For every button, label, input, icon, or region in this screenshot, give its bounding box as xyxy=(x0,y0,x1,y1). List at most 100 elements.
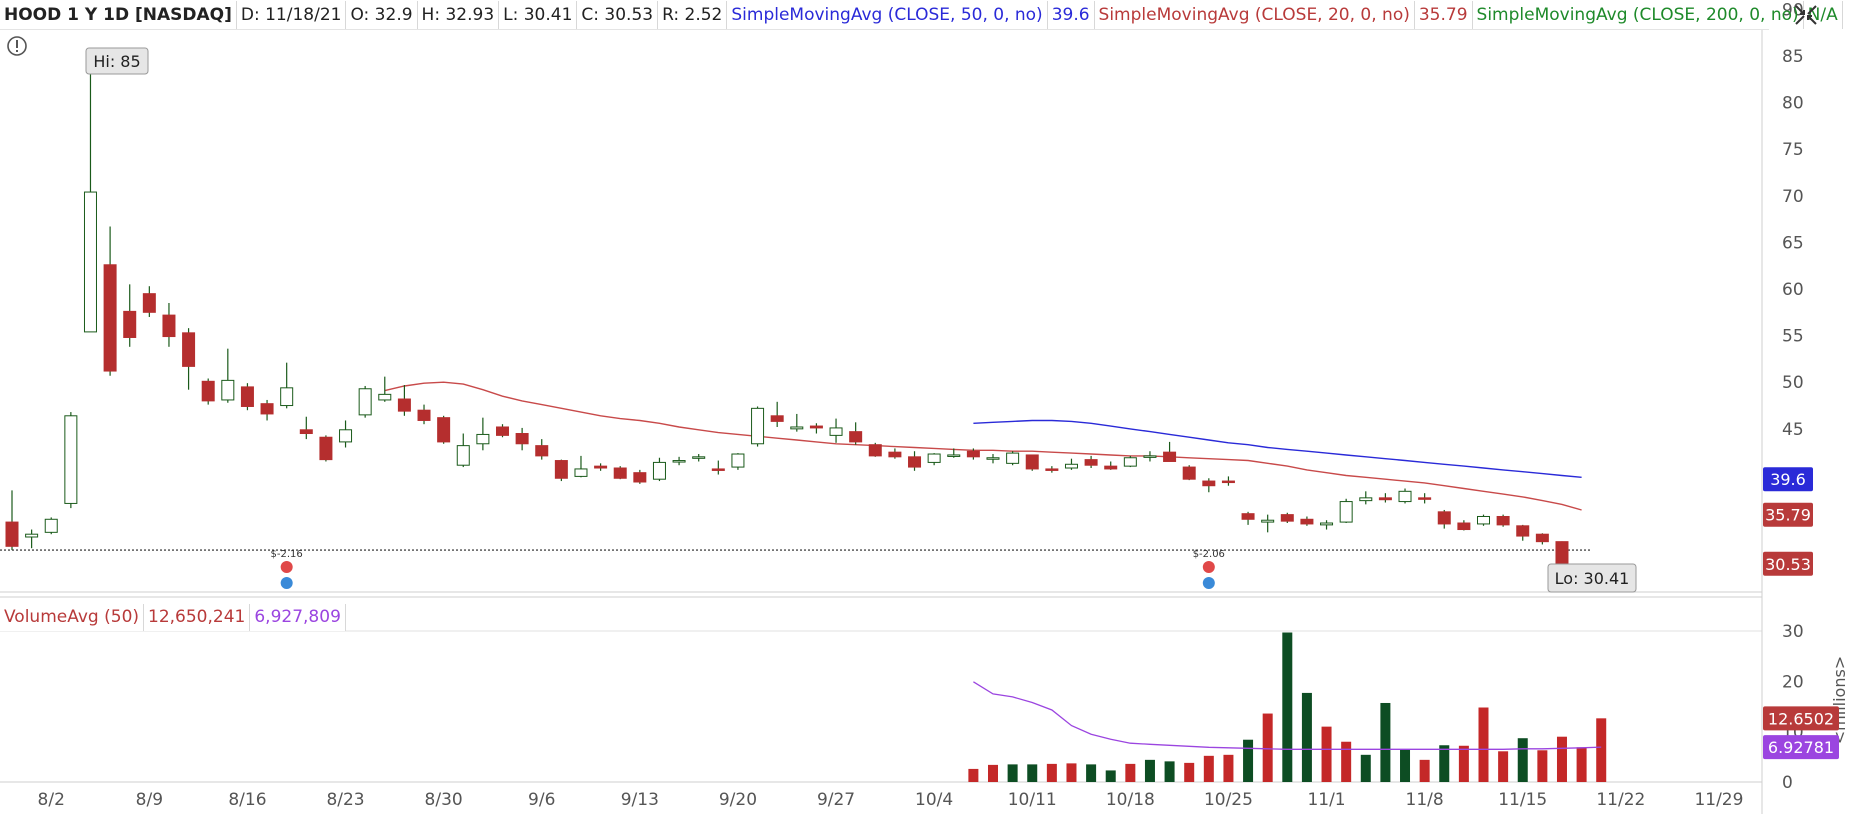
candle-body xyxy=(83,191,97,333)
x-tick-label: 10/25 xyxy=(1204,790,1253,810)
candle-body xyxy=(5,521,19,547)
volume-bar xyxy=(968,768,979,782)
candle-body xyxy=(221,379,235,401)
volume-bar xyxy=(1596,718,1607,782)
candle-body xyxy=(280,387,294,407)
candle-body xyxy=(319,436,333,461)
candle-body xyxy=(652,461,666,480)
candle-body xyxy=(966,450,980,458)
x-tick-label: 10/11 xyxy=(1008,790,1057,810)
last-price-tag: 30.53 xyxy=(1765,555,1811,574)
volume-bar xyxy=(1400,749,1411,782)
volume-bar xyxy=(1282,632,1293,782)
volume-bar xyxy=(1576,747,1587,782)
volume-bar xyxy=(1066,763,1077,782)
volume-bar xyxy=(1478,707,1489,782)
candle-body xyxy=(535,445,549,457)
volume-bar xyxy=(1341,741,1352,782)
sma20-study-value: 35.79 xyxy=(1415,0,1473,29)
candle-body xyxy=(1261,519,1275,523)
candle-body xyxy=(44,518,58,533)
volume-bar xyxy=(1556,736,1567,782)
candle-body xyxy=(790,426,804,430)
x-tick-label: 10/4 xyxy=(915,790,953,810)
candle-body xyxy=(829,427,843,436)
earnings-report-icon xyxy=(1202,577,1215,589)
price-tick-label: 45 xyxy=(1782,420,1804,440)
candle-body xyxy=(888,451,902,458)
chart-header: HOOD 1 Y 1D [NASDAQ] D: 11/18/21 O: 32.9… xyxy=(0,0,1843,30)
volume-bar xyxy=(1086,764,1097,782)
candle-body xyxy=(201,380,215,402)
x-tick-label: 8/30 xyxy=(425,790,463,810)
candle-body xyxy=(1163,451,1177,462)
candle-body xyxy=(849,431,863,443)
sma20-price-tag: 35.79 xyxy=(1765,506,1811,525)
sma50-study-label[interactable]: SimpleMovingAvg (CLOSE, 50, 0, no) xyxy=(727,0,1048,29)
x-tick-label: 8/9 xyxy=(136,790,163,810)
candle-body xyxy=(123,310,137,338)
candle-body xyxy=(1516,525,1530,537)
price-tick-label: 50 xyxy=(1782,373,1804,393)
lo-callout-label: Lo: 30.41 xyxy=(1555,569,1630,588)
candle-body xyxy=(378,393,392,401)
volume-axis-label: <millions> xyxy=(1830,656,1849,744)
earnings-value-label: $-2.16 xyxy=(271,549,303,560)
x-tick-label: 11/8 xyxy=(1406,790,1444,810)
candle-body xyxy=(25,533,39,538)
candle-body xyxy=(64,415,78,504)
volume-bar xyxy=(1360,754,1371,782)
volume-bar xyxy=(1007,764,1018,782)
candle-body xyxy=(711,468,725,471)
close-value: C: 30.53 xyxy=(577,0,659,29)
candle-body xyxy=(1535,533,1549,543)
sma200-study-value: N/A xyxy=(1804,0,1843,29)
volume-tag: 12.6502 xyxy=(1768,709,1834,728)
sma50-line xyxy=(973,419,1582,478)
price-tick-label: 60 xyxy=(1782,280,1804,300)
candle-body xyxy=(633,472,647,483)
candle-body xyxy=(437,417,451,443)
sma50-price-tag-bg xyxy=(1763,467,1813,492)
candle-body xyxy=(182,332,196,367)
candle-body xyxy=(1418,497,1432,500)
candle-body xyxy=(456,445,470,466)
volume-bar xyxy=(1439,745,1450,782)
candle-body xyxy=(1123,457,1137,467)
crosshair-tool-icon[interactable] xyxy=(1793,3,1819,27)
high-value: H: 32.93 xyxy=(418,0,500,29)
volume-bar xyxy=(1458,745,1469,782)
volume-tick-label: 30 xyxy=(1782,622,1804,642)
x-tick-label: 8/23 xyxy=(326,790,364,810)
price-tick-label: 80 xyxy=(1782,94,1804,114)
candle-body xyxy=(1378,497,1392,501)
sma50-study-value: 39.6 xyxy=(1048,0,1095,29)
volume-avg-line xyxy=(973,681,1602,750)
earnings-report-icon xyxy=(280,577,293,589)
volume-bar xyxy=(1498,751,1509,782)
candle-body xyxy=(986,457,1000,460)
sma20-line xyxy=(384,381,1582,511)
candle-body xyxy=(554,460,568,479)
candle-body xyxy=(339,429,353,443)
sma20-study-label[interactable]: SimpleMovingAvg (CLOSE, 20, 0, no) xyxy=(1095,0,1415,29)
x-tick-label: 8/2 xyxy=(38,790,65,810)
volume-study-label[interactable]: VolumeAvg (50) xyxy=(0,603,145,631)
candle-body xyxy=(162,314,176,338)
alert-info-icon[interactable] xyxy=(6,35,28,57)
candle-body xyxy=(751,407,765,445)
candle-body xyxy=(476,433,490,445)
lo-callout-box xyxy=(1547,563,1637,593)
volume-bar xyxy=(1105,770,1116,782)
volume-tick-label: 20 xyxy=(1782,672,1804,692)
x-tick-label: 11/15 xyxy=(1498,790,1547,810)
symbol-label[interactable]: HOOD 1 Y 1D [NASDAQ] xyxy=(0,0,237,29)
sma200-study-label[interactable]: SimpleMovingAvg (CLOSE, 200, 0, no) xyxy=(1473,0,1804,29)
volume-bar xyxy=(1027,764,1038,782)
volume-bar xyxy=(1243,739,1254,782)
candle-body xyxy=(515,433,529,445)
candle-body xyxy=(299,429,313,435)
low-value: L: 30.41 xyxy=(499,0,578,29)
candle-body xyxy=(1006,452,1020,464)
